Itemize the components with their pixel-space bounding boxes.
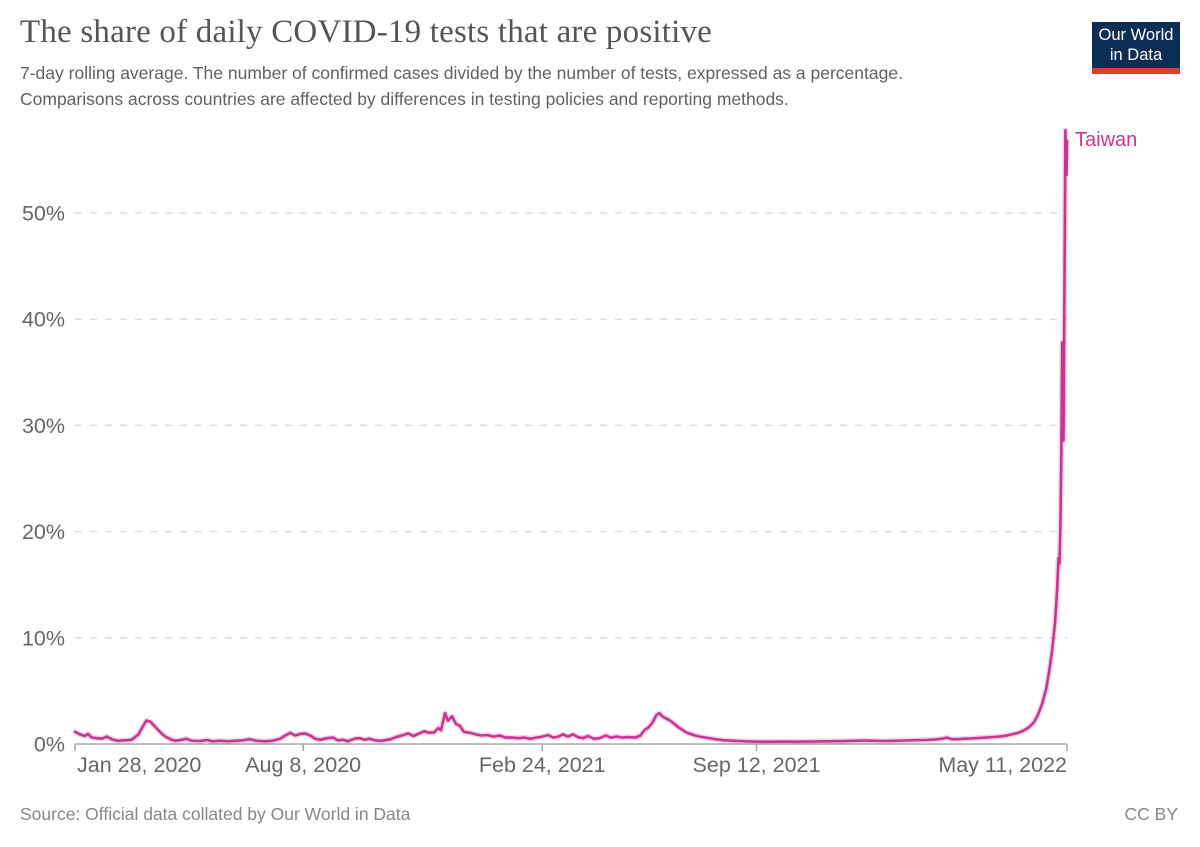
source-note: Source: Official data collated by Our Wo… [20, 804, 411, 824]
x-axis-tick-label: Feb 24, 2021 [479, 753, 606, 777]
chart-canvas: 0% 10% 20% 30% 40% 50% Jan 28, 2020 Aug 8, 2020… [22, 127, 1137, 777]
x-axis-tick-label: Sep 12, 2021 [693, 753, 821, 777]
series-entity-label: Taiwan [1075, 129, 1137, 151]
y-axis-tick-label: 20% [22, 520, 65, 544]
x-axis-tick-label: May 11, 2022 [938, 753, 1067, 777]
owid-logo: Our World in Data [1092, 22, 1180, 74]
series-line-halo [72, 127, 1070, 745]
x-axis-tick-label: Aug 8, 2020 [245, 753, 361, 777]
y-axis-tick-label: 0% [34, 733, 65, 757]
owid-logo-line1: Our World [1098, 26, 1174, 44]
y-axis-tick-label: 40% [22, 308, 65, 332]
y-axis-tick-label: 50% [22, 202, 65, 226]
page-title: The share of daily COVID-19 tests that a… [20, 14, 713, 50]
y-axis-tick-label: 30% [22, 414, 65, 438]
owid-logo-line2: in Data [1109, 46, 1163, 64]
y-axis-tick-label: 10% [22, 626, 65, 650]
license-label: CC BY [1124, 804, 1178, 824]
x-axis-tick-label: Jan 28, 2020 [77, 753, 201, 777]
series-line [73, 128, 1069, 744]
chart-subtitle: 7-day rolling average. The number of con… [20, 63, 903, 109]
